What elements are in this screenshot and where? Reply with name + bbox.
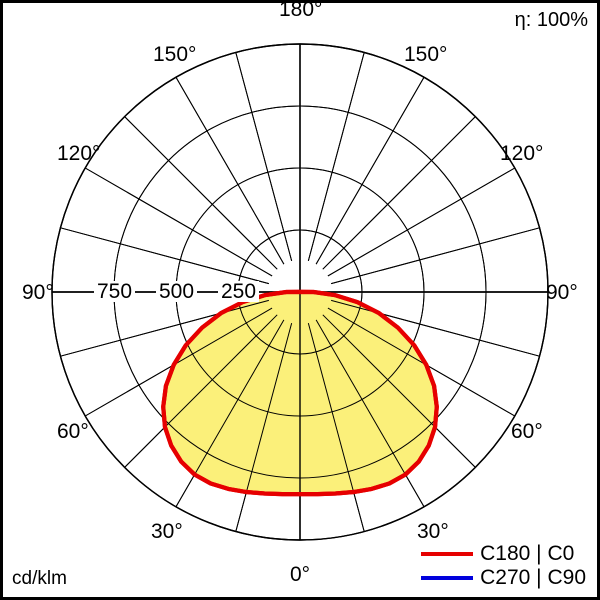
grid-spoke--165 bbox=[235, 52, 293, 261]
grid-spoke--150 bbox=[175, 76, 285, 265]
polar-grid-overlay bbox=[51, 43, 549, 541]
angle-label--120: 120° bbox=[57, 142, 101, 165]
angle-label-30: 30° bbox=[417, 520, 449, 543]
legend-item-c270-c90: C270 | C90 bbox=[421, 567, 586, 588]
angle-label--30: 30° bbox=[151, 520, 183, 543]
grid-spoke-165 bbox=[307, 52, 365, 261]
legend-label-c270-c90: C270 | C90 bbox=[480, 566, 586, 589]
radial-label-250: 250 bbox=[218, 281, 260, 302]
grid-spoke--15 bbox=[235, 323, 293, 532]
legend-item-c180-c0: C180 | C0 bbox=[421, 543, 586, 564]
angle-label-0: 0° bbox=[290, 563, 311, 586]
grid-spoke--135 bbox=[124, 116, 278, 270]
grid-spoke-150 bbox=[315, 76, 425, 265]
grid-spoke--45 bbox=[124, 314, 278, 468]
grid-spoke--60 bbox=[84, 307, 273, 417]
curve-stroke-1 bbox=[161, 289, 439, 497]
angle-label--90: 90° bbox=[22, 281, 54, 304]
legend-swatch-c180-c0 bbox=[421, 551, 474, 556]
grid-spoke-45 bbox=[322, 314, 476, 468]
angle-label-120: 120° bbox=[500, 142, 544, 165]
radial-label-750: 750 bbox=[94, 281, 136, 302]
legend-swatch-c270-c90 bbox=[421, 575, 474, 580]
grid-spoke--120 bbox=[84, 167, 273, 277]
angle-label-90: 90° bbox=[546, 281, 578, 304]
legend-label-c180-c0: C180 | C0 bbox=[480, 542, 575, 565]
angle-label-60: 60° bbox=[511, 420, 543, 443]
grid-spoke-135 bbox=[322, 116, 476, 270]
angle-label-150: 150° bbox=[404, 43, 448, 66]
grid-spoke-120 bbox=[327, 167, 516, 277]
units-label: cd/klm bbox=[12, 568, 67, 589]
angle-label-180: 180° bbox=[279, 0, 323, 21]
angle-label--60: 60° bbox=[57, 420, 89, 443]
angle-label--150: 150° bbox=[153, 43, 197, 66]
grid-spoke-105 bbox=[331, 227, 540, 285]
legend: C180 | C0 C270 | C90 bbox=[421, 543, 586, 588]
grid-spoke-60 bbox=[327, 307, 516, 417]
grid-spoke--75 bbox=[60, 299, 269, 357]
grid-spoke--105 bbox=[60, 227, 269, 285]
efficiency-label: η: 100% bbox=[514, 9, 588, 31]
grid-spoke-75 bbox=[331, 299, 540, 357]
grid-spoke-15 bbox=[307, 323, 365, 532]
radial-label-500: 500 bbox=[156, 281, 198, 302]
